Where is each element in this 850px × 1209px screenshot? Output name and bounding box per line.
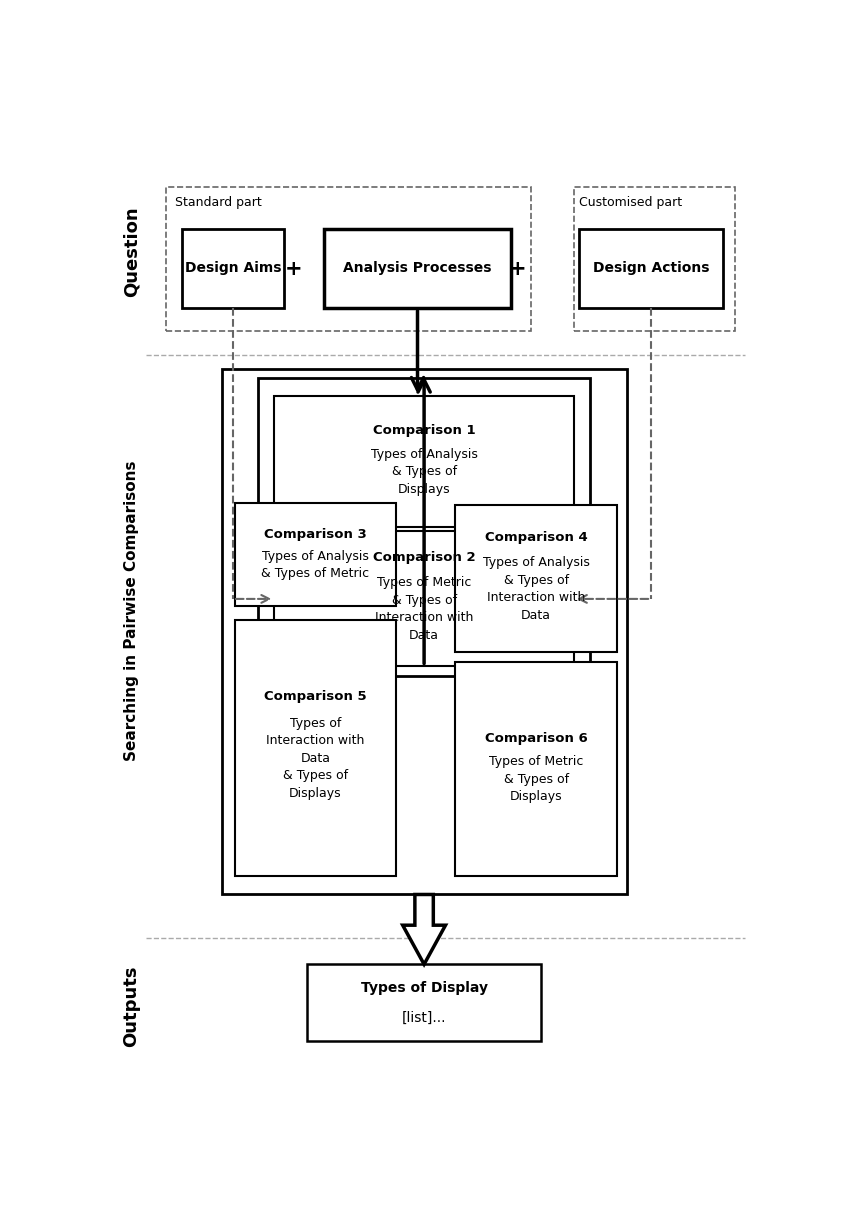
FancyBboxPatch shape xyxy=(258,377,591,676)
Text: Design Actions: Design Actions xyxy=(592,261,709,276)
Text: Analysis Processes: Analysis Processes xyxy=(343,261,492,276)
Text: Types of Metric
& Types of
Interaction with
Data: Types of Metric & Types of Interaction w… xyxy=(375,577,473,642)
FancyBboxPatch shape xyxy=(574,187,735,331)
Text: +: + xyxy=(509,259,527,279)
FancyBboxPatch shape xyxy=(166,187,531,331)
Text: Types of Analysis
& Types of
Interaction with
Data: Types of Analysis & Types of Interaction… xyxy=(483,556,590,621)
FancyBboxPatch shape xyxy=(579,229,722,308)
Text: Types of
Interaction with
Data
& Types of
Displays: Types of Interaction with Data & Types o… xyxy=(266,717,365,799)
FancyBboxPatch shape xyxy=(307,965,541,1041)
FancyBboxPatch shape xyxy=(456,661,617,875)
Text: Outputs: Outputs xyxy=(122,966,140,1047)
FancyBboxPatch shape xyxy=(222,369,626,895)
Text: Types of Analysis
& Types of Metric: Types of Analysis & Types of Metric xyxy=(261,550,370,580)
FancyBboxPatch shape xyxy=(235,620,396,875)
Text: Question: Question xyxy=(122,207,140,297)
Text: Types of Display: Types of Display xyxy=(360,980,488,995)
FancyBboxPatch shape xyxy=(456,505,617,653)
Polygon shape xyxy=(403,895,445,965)
Text: +: + xyxy=(286,259,303,279)
Text: Comparison 4: Comparison 4 xyxy=(484,532,587,544)
Text: Comparison 2: Comparison 2 xyxy=(373,551,475,565)
FancyBboxPatch shape xyxy=(275,532,574,666)
FancyBboxPatch shape xyxy=(275,397,574,527)
Text: Types of Metric
& Types of
Displays: Types of Metric & Types of Displays xyxy=(489,756,583,803)
Text: Comparison 6: Comparison 6 xyxy=(484,731,587,745)
Text: Standard part: Standard part xyxy=(175,196,262,209)
Text: Types of Analysis
& Types of
Displays: Types of Analysis & Types of Displays xyxy=(371,447,478,496)
Text: Comparison 5: Comparison 5 xyxy=(264,690,366,704)
Text: Customised part: Customised part xyxy=(579,196,683,209)
Text: Design Aims: Design Aims xyxy=(184,261,281,276)
Text: Searching in Pairwise Comparisons: Searching in Pairwise Comparisons xyxy=(124,461,139,760)
FancyBboxPatch shape xyxy=(324,229,512,308)
Text: Comparison 1: Comparison 1 xyxy=(373,424,475,438)
FancyBboxPatch shape xyxy=(235,503,396,606)
Text: [list]...: [list]... xyxy=(402,1011,446,1024)
FancyBboxPatch shape xyxy=(182,229,284,308)
Text: Comparison 3: Comparison 3 xyxy=(264,527,367,540)
